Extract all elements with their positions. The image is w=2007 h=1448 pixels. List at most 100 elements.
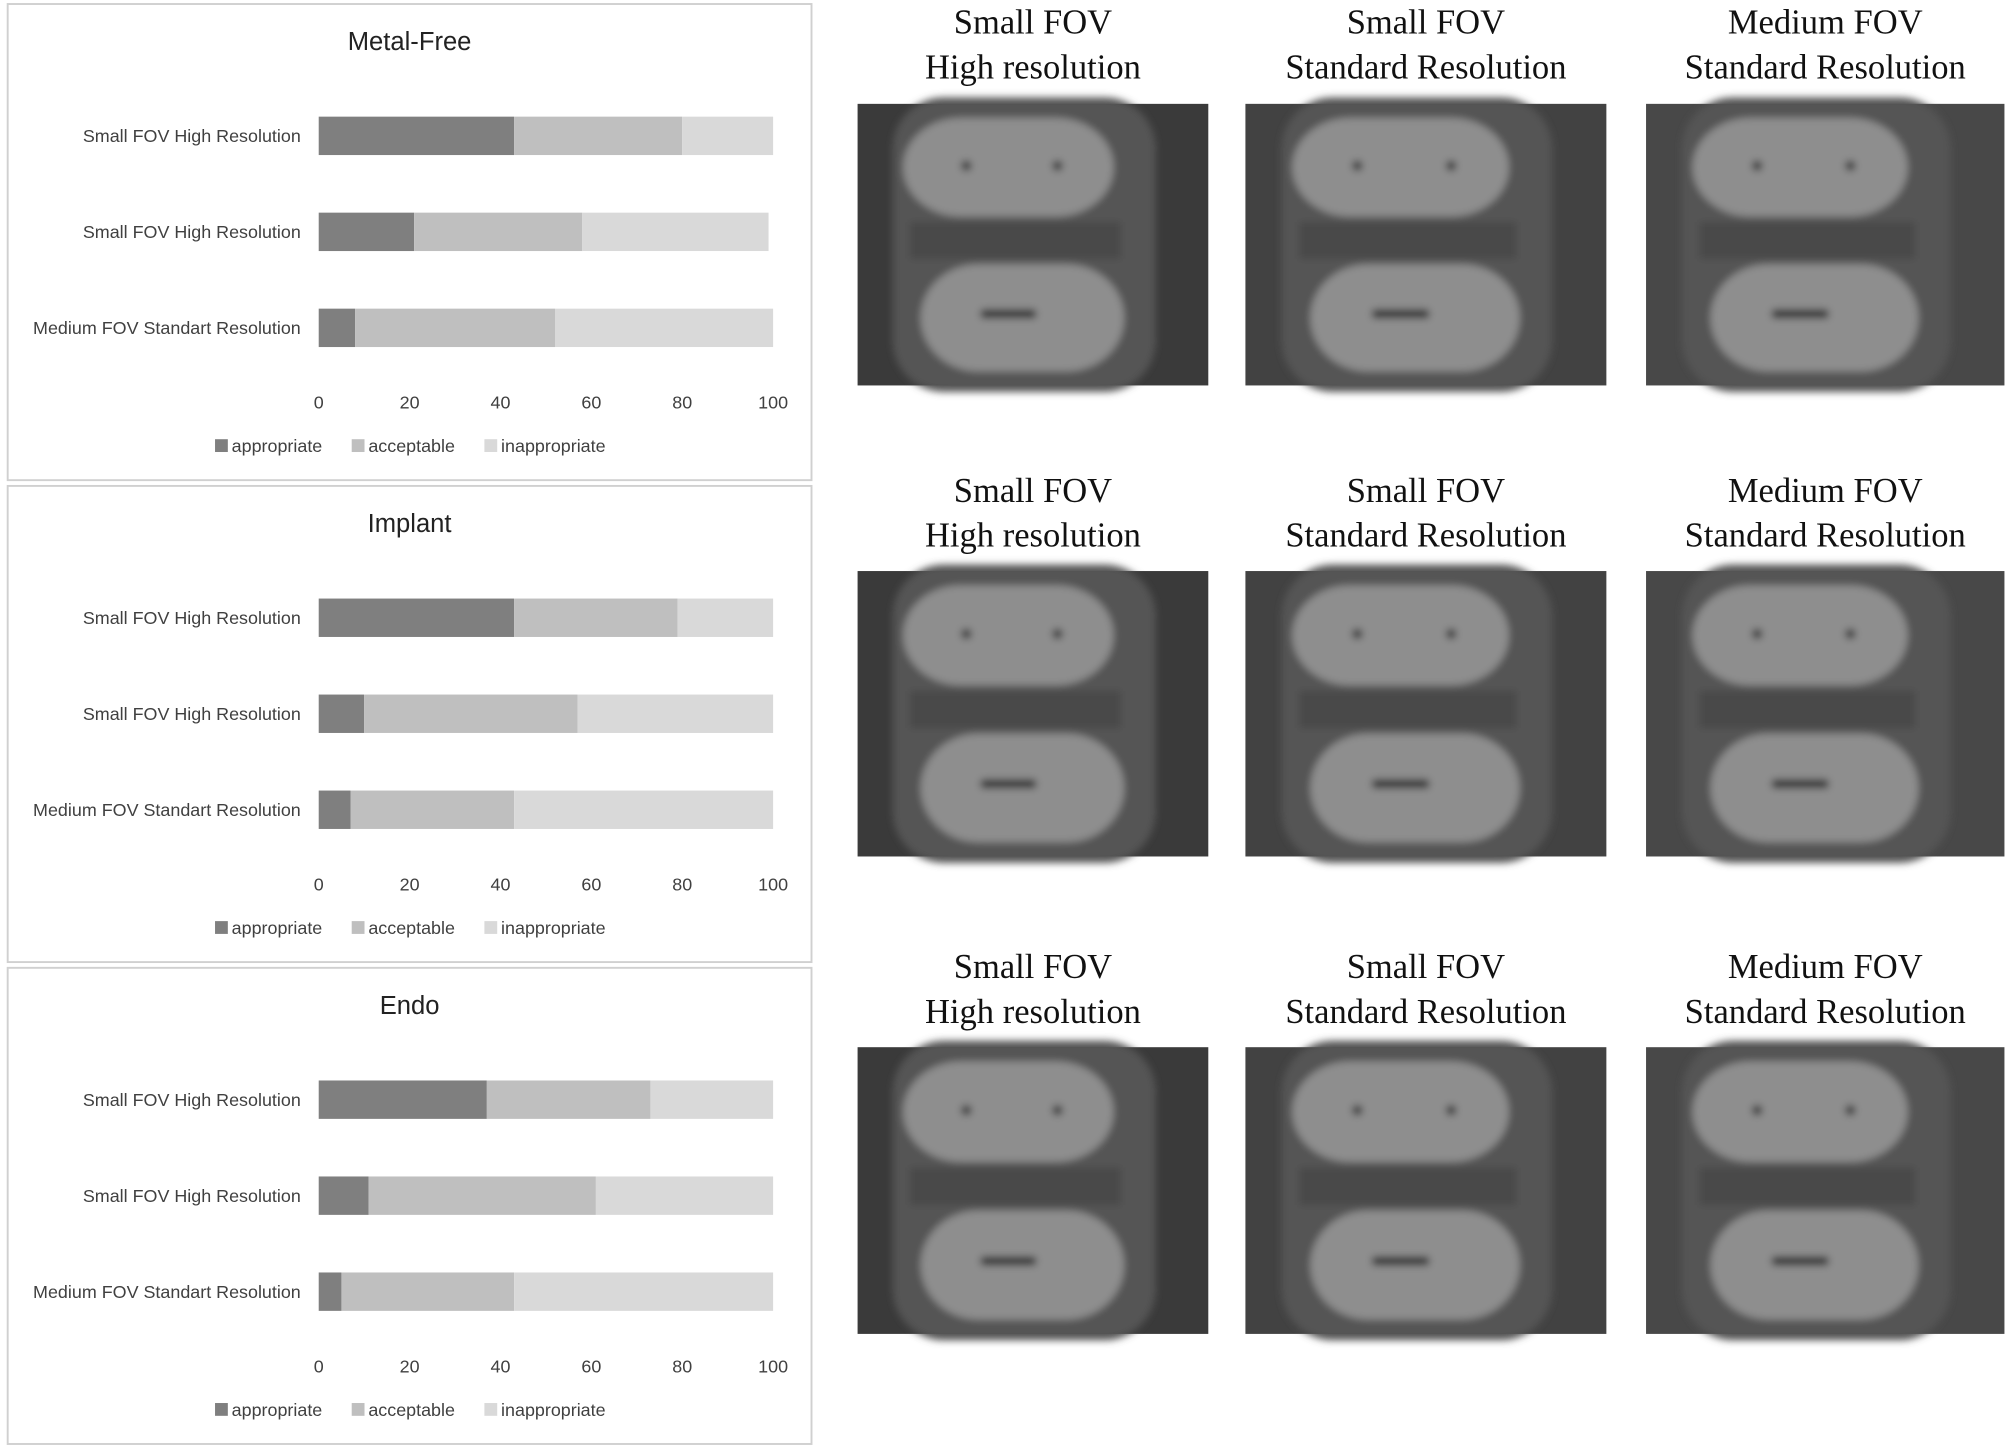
x-tick-label: 60	[581, 392, 601, 412]
tooth-crown-upper	[1692, 1061, 1908, 1162]
bar-segment	[318, 116, 515, 156]
bar-segment	[650, 1080, 774, 1119]
bar-segment	[341, 1272, 515, 1311]
bar-segment	[514, 598, 678, 637]
chart-title: Implant	[368, 510, 452, 538]
pulp-horn	[1845, 160, 1856, 171]
chart-title: Endo	[380, 992, 440, 1020]
image-caption: Small FOV	[954, 3, 1112, 41]
bone	[910, 222, 1121, 259]
x-tick-label: 20	[400, 1356, 420, 1376]
tooth-image	[892, 564, 1156, 863]
x-tick-label: 60	[581, 1356, 601, 1376]
x-tick-label: 100	[758, 1356, 788, 1376]
bar-segment	[486, 1080, 651, 1119]
pulp-horn	[1752, 1105, 1763, 1116]
tooth-image	[1681, 97, 1951, 392]
bone	[1299, 690, 1517, 729]
bar-segment	[318, 1272, 342, 1311]
category-label: Small FOV High Resolution	[83, 126, 301, 146]
x-tick-label: 20	[400, 874, 420, 894]
image-caption: Small FOV	[1347, 948, 1505, 986]
pulp-canal	[980, 1256, 1037, 1266]
image-caption: Standard Resolution	[1285, 517, 1566, 555]
image-caption: Medium FOV	[1728, 948, 1923, 986]
category-label: Small FOV High Resolution	[83, 608, 301, 628]
pulp-horn	[1352, 628, 1363, 639]
image-caption: Small FOV	[954, 472, 1112, 510]
tooth-image	[1681, 564, 1951, 863]
bar-segment	[350, 790, 515, 829]
image-caption: Small FOV	[1347, 472, 1505, 510]
x-tick-label: 100	[758, 874, 788, 894]
bone	[910, 1167, 1121, 1205]
bar-segment	[514, 1272, 774, 1311]
bar-segment	[682, 116, 774, 156]
x-tick-label: 0	[314, 1356, 324, 1376]
bar-segment	[514, 116, 683, 156]
pulp-horn	[1446, 1105, 1457, 1116]
pulp-horn	[1845, 628, 1856, 639]
pulp-horn	[1352, 1105, 1363, 1116]
bone	[1699, 690, 1915, 729]
category-label: Small FOV High Resolution	[83, 222, 301, 242]
tooth-crown-upper	[1292, 585, 1509, 686]
bar-segment	[514, 790, 774, 829]
tooth-crown-upper	[903, 585, 1114, 686]
bar-segment	[577, 694, 774, 733]
legend-swatch	[215, 921, 228, 934]
x-tick-label: 80	[672, 1356, 692, 1376]
pulp-horn	[1752, 628, 1763, 639]
bar-segment	[414, 212, 583, 252]
x-tick-label: 40	[491, 1356, 511, 1376]
legend-label: inappropriate	[501, 436, 606, 456]
pulp-horn	[961, 1105, 972, 1116]
bar-segment	[318, 308, 356, 348]
legend-swatch	[215, 1403, 228, 1416]
pulp-canal	[1771, 309, 1829, 319]
pulp-canal	[1371, 779, 1430, 789]
pulp-horn	[1052, 1105, 1063, 1116]
legend-label: acceptable	[368, 1400, 455, 1420]
bar-segment	[318, 1176, 369, 1215]
x-tick-label: 80	[672, 392, 692, 412]
bar-segment	[582, 212, 769, 252]
category-label: Small FOV High Resolution	[83, 1186, 301, 1206]
tooth-crown-upper	[903, 1061, 1114, 1162]
legend-label: acceptable	[368, 918, 455, 938]
image-caption: High resolution	[925, 993, 1141, 1031]
tooth-image	[1281, 564, 1553, 863]
pulp-canal	[980, 779, 1037, 789]
legend-swatch	[484, 921, 498, 934]
image-caption: Standard Resolution	[1685, 517, 1966, 555]
pulp-horn	[1845, 1105, 1856, 1116]
bar-segment	[318, 598, 515, 637]
legend-swatch	[351, 439, 365, 453]
x-tick-label: 80	[672, 874, 692, 894]
legend-swatch	[351, 1403, 365, 1416]
legend-label: appropriate	[232, 918, 323, 938]
image-caption: Small FOV	[1347, 3, 1505, 41]
category-label: Medium FOV Standart Resolution	[33, 1282, 301, 1302]
bar-segment	[364, 694, 578, 733]
bone	[1699, 222, 1915, 259]
bar-segment	[554, 308, 774, 348]
pulp-canal	[1771, 1256, 1829, 1266]
image-caption: High resolution	[925, 48, 1141, 86]
legend-label: appropriate	[232, 1400, 323, 1420]
image-caption: Standard Resolution	[1285, 48, 1566, 86]
chart-title: Metal-Free	[348, 28, 472, 56]
tooth-crown-upper	[1692, 117, 1908, 217]
image-caption: Standard Resolution	[1685, 48, 1966, 86]
pulp-canal	[980, 309, 1037, 319]
tooth-crown-upper	[903, 117, 1114, 217]
bar-segment	[677, 598, 774, 637]
category-label: Medium FOV Standart Resolution	[33, 800, 301, 820]
category-label: Small FOV High Resolution	[83, 1090, 301, 1110]
image-caption: Standard Resolution	[1685, 993, 1966, 1031]
tooth-image	[1281, 1040, 1553, 1341]
legend-swatch	[215, 439, 228, 453]
x-tick-label: 0	[314, 874, 324, 894]
image-caption: Small FOV	[954, 948, 1112, 986]
